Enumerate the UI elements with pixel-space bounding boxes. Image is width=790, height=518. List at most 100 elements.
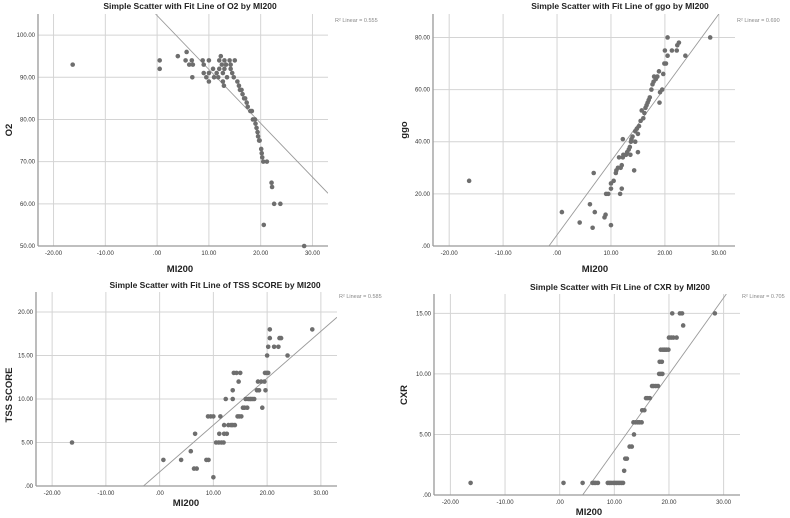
data-point xyxy=(189,58,195,63)
data-point xyxy=(649,87,654,92)
data-point xyxy=(210,66,216,72)
y-tick-label: 70.00 xyxy=(20,160,36,166)
data-point xyxy=(157,58,162,63)
r-squared-label: R² Linear = 0.555 xyxy=(335,18,378,24)
data-point xyxy=(616,155,622,160)
data-point xyxy=(249,108,255,114)
x-tick-label: 30.00 xyxy=(305,251,321,257)
data-point xyxy=(631,432,637,437)
data-point xyxy=(592,209,598,215)
data-point xyxy=(206,79,212,84)
data-point xyxy=(223,396,229,402)
y-tick-label: 80.00 xyxy=(20,117,36,123)
data-point xyxy=(232,58,238,63)
chart-title: Simple Scatter with Fit Line of CXR by M… xyxy=(530,282,710,292)
data-point xyxy=(647,395,653,401)
data-point xyxy=(240,91,245,97)
data-point xyxy=(671,335,676,340)
y-tick-label: 5.00 xyxy=(21,441,33,447)
data-point xyxy=(211,475,216,480)
data-point xyxy=(222,58,227,63)
data-point xyxy=(231,74,237,80)
data-point xyxy=(590,225,595,231)
data-point xyxy=(186,62,192,67)
chart-title: Simple Scatter with Fit Line of ggo by M… xyxy=(531,1,709,11)
data-point xyxy=(639,420,644,425)
y-tick-label: 80.00 xyxy=(415,35,431,41)
data-point xyxy=(659,87,665,92)
data-point xyxy=(253,121,258,126)
y-tick-label: 10.00 xyxy=(416,372,432,378)
data-point xyxy=(230,388,236,393)
y-tick-label: 15.00 xyxy=(416,311,432,317)
data-point xyxy=(219,62,225,67)
data-point xyxy=(178,457,184,463)
data-point xyxy=(662,48,668,53)
data-point xyxy=(255,134,261,139)
y-tick-label: 20.00 xyxy=(415,192,431,198)
chart-ggo-by-mi200: -20.00 -10.00 .00 10.00 20.00 30.00 .00 20.00 40… xyxy=(395,0,790,275)
data-point xyxy=(632,139,638,145)
data-point xyxy=(228,62,233,67)
data-point xyxy=(630,134,635,139)
data-point xyxy=(278,201,283,207)
data-point xyxy=(660,71,666,77)
data-point xyxy=(216,431,222,437)
data-point xyxy=(617,191,623,197)
data-point xyxy=(659,359,665,365)
data-point xyxy=(211,74,217,80)
data-point xyxy=(595,480,601,486)
data-point xyxy=(669,48,675,53)
data-point xyxy=(309,327,315,332)
data-point xyxy=(221,83,227,89)
data-point xyxy=(271,201,277,207)
data-point xyxy=(591,170,597,176)
data-point xyxy=(605,191,611,197)
data-point xyxy=(712,311,718,316)
y-tick-label: .00 xyxy=(422,244,431,250)
chart-title: Simple Scatter with Fit Line of TSS SCOR… xyxy=(109,280,320,290)
data-point xyxy=(641,115,646,121)
data-point xyxy=(679,311,685,316)
data-point xyxy=(236,379,241,384)
x-tick-label: -10.00 xyxy=(97,251,115,257)
data-point xyxy=(261,222,267,228)
x-axis-label: MI200 xyxy=(173,498,199,509)
data-point xyxy=(201,70,207,76)
data-point xyxy=(619,186,625,191)
data-point xyxy=(259,405,265,411)
data-point xyxy=(642,110,647,116)
data-point xyxy=(206,58,212,63)
data-point xyxy=(222,66,227,72)
data-point xyxy=(255,129,260,135)
x-tick-label: 30.00 xyxy=(711,251,727,257)
data-point xyxy=(611,178,616,184)
data-point xyxy=(619,162,625,168)
data-point xyxy=(70,62,75,67)
data-point xyxy=(220,79,226,84)
data-point xyxy=(214,70,219,76)
data-point xyxy=(627,144,633,150)
data-point xyxy=(216,58,222,63)
data-point xyxy=(621,468,627,474)
data-point xyxy=(635,149,641,155)
data-point xyxy=(267,327,273,332)
data-point xyxy=(184,49,189,55)
chart-cxr-by-mi200: -20.00 -10.00 .00 10.00 20.00 30.00 .00 5.00 10.… xyxy=(395,260,790,518)
data-point xyxy=(620,136,626,142)
y-tick-label: 20.00 xyxy=(18,310,34,316)
data-point xyxy=(665,35,670,40)
data-point xyxy=(251,396,257,402)
x-axis-label: MI200 xyxy=(167,264,193,275)
x-tick-label: -10.00 xyxy=(497,500,515,506)
data-point xyxy=(239,414,244,419)
data-point xyxy=(263,388,268,393)
data-point xyxy=(663,61,669,66)
data-point xyxy=(264,353,270,358)
data-point xyxy=(642,407,647,413)
data-point xyxy=(674,335,679,340)
data-point xyxy=(262,379,267,384)
x-tick-label: -20.00 xyxy=(45,251,63,257)
y-tick-label: .00 xyxy=(423,493,432,499)
data-point xyxy=(192,431,198,437)
